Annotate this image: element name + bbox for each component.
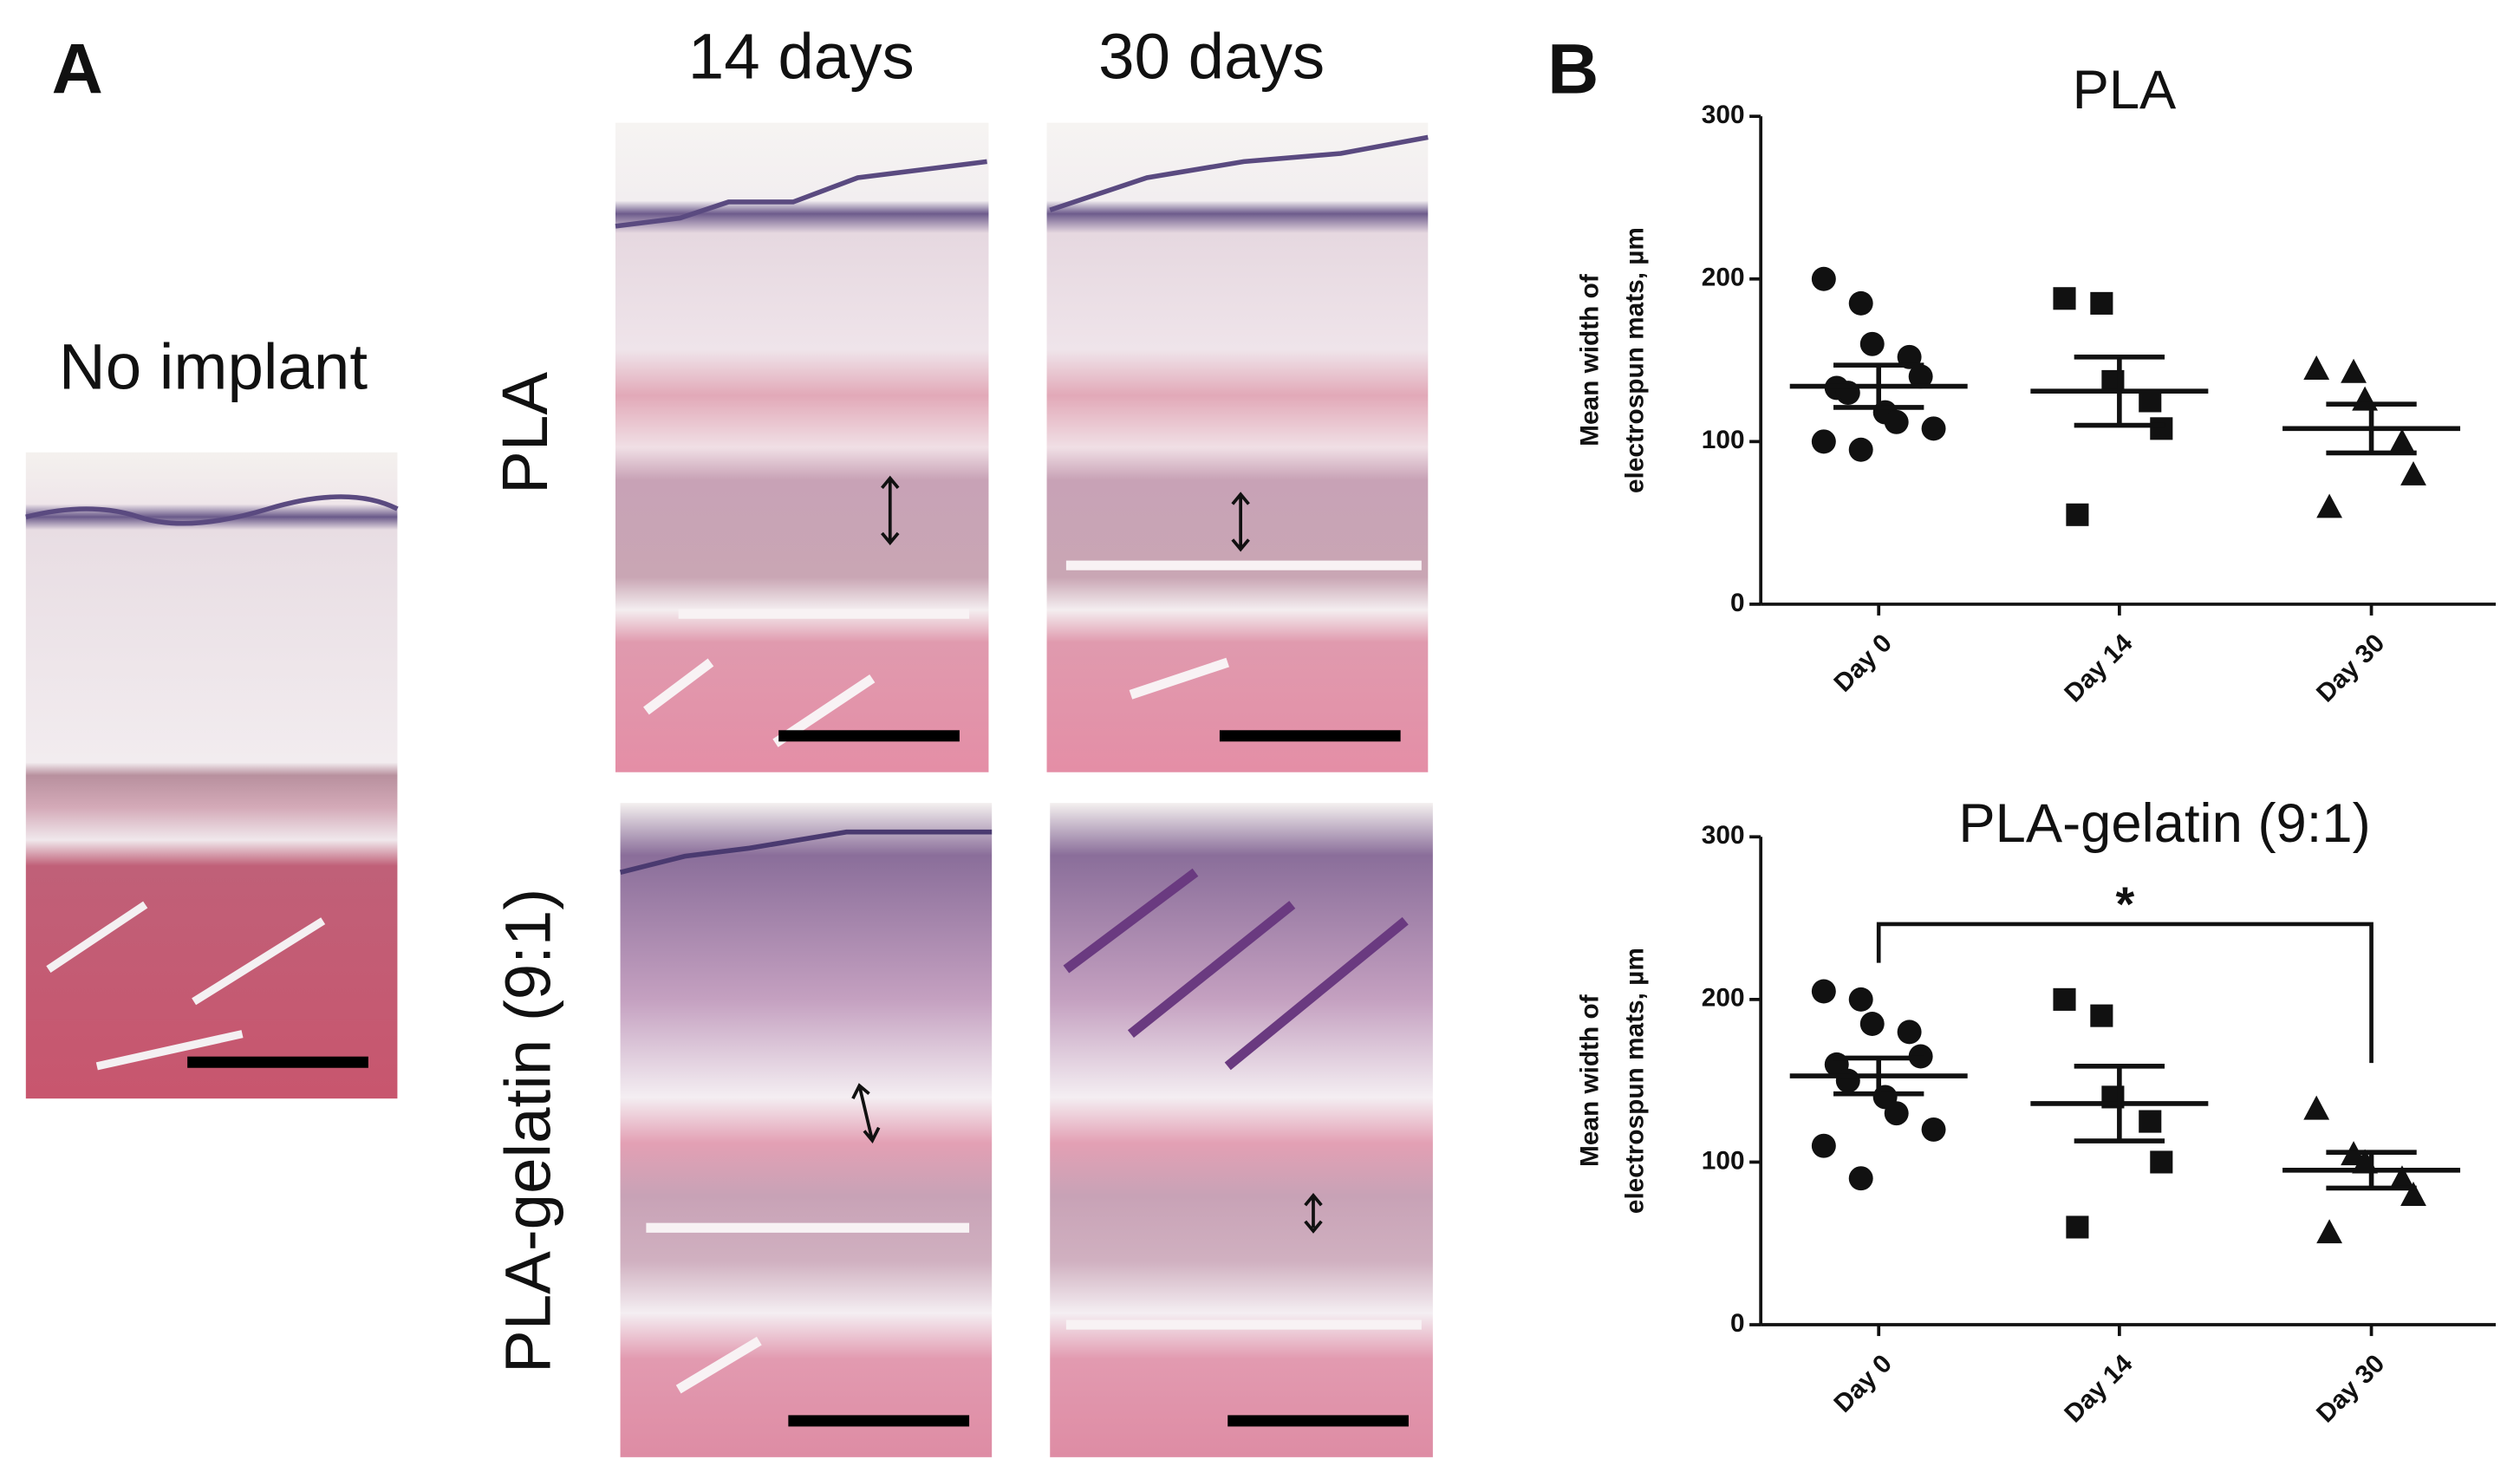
column-label: 30 days [1098, 20, 1325, 92]
data-point [1921, 1117, 1946, 1142]
data-point [2352, 386, 2379, 411]
y-tick-label: 300 [1702, 821, 1745, 850]
error-bar [1833, 1055, 1924, 1097]
data-point [1811, 429, 1836, 454]
micrograph [619, 803, 993, 1457]
micrograph [1046, 122, 1429, 772]
panel-label: A [52, 29, 103, 108]
y-axis-label: electrospun mats, µm [1621, 227, 1650, 493]
data-point [2303, 355, 2330, 380]
error-bar [2326, 401, 2417, 456]
x-tick-label: Day 14 [2059, 1349, 2139, 1429]
data-point [2139, 1110, 2162, 1133]
error-bar [2074, 355, 2165, 428]
data-point [1908, 364, 1933, 389]
annotation: * [2116, 876, 2135, 931]
chart-title: PLA-gelatin (9:1) [1958, 793, 2370, 854]
y-tick-label: 100 [1702, 426, 1745, 454]
data-point [2150, 417, 2173, 440]
data-point [1835, 1068, 1860, 1093]
row-label: PLA [489, 372, 561, 494]
data-point [1859, 1012, 1885, 1036]
y-tick-label: 200 [1702, 264, 1745, 292]
micrograph [1050, 803, 1433, 1457]
data-point [1897, 1020, 1922, 1045]
x-tick-label: Day 0 [1828, 629, 1898, 698]
y-tick-label: 0 [1730, 589, 1745, 617]
y-tick-label: 0 [1730, 1309, 1745, 1338]
data-point [2090, 291, 2113, 315]
x-tick-label: Day 30 [2311, 1349, 2390, 1428]
data-point [2303, 1095, 2330, 1120]
data-point [2150, 1150, 2173, 1174]
data-point [2316, 493, 2343, 518]
error-bar [1833, 362, 1924, 410]
data-point [2400, 460, 2426, 485]
data-point [1848, 1166, 1873, 1191]
column-label: 14 days [688, 20, 915, 92]
data-point [2053, 987, 2076, 1011]
data-point [1811, 1133, 1836, 1158]
data-point [1921, 416, 1946, 441]
data-point [1848, 437, 1873, 462]
significance-bracket [1876, 922, 2373, 1064]
micrograph [615, 122, 989, 772]
data-point [2066, 1215, 2089, 1239]
y-tick-label: 100 [1702, 1146, 1745, 1175]
error-bar [2326, 1150, 2417, 1191]
x-tick-label: Day 0 [1828, 1349, 1898, 1418]
y-axis-label: electrospun mats, µm [1621, 948, 1650, 1214]
data-point [2400, 1182, 2426, 1207]
data-point [2090, 1004, 2113, 1027]
data-point [2341, 358, 2367, 383]
chart-title: PLA [2073, 60, 2177, 121]
y-axis-label: Mean width of [1575, 994, 1604, 1167]
y-tick-label: 300 [1702, 101, 1745, 129]
error-bar [2074, 1063, 2165, 1143]
data-point [1848, 290, 1873, 316]
data-point [1884, 409, 1909, 434]
data-point [1848, 987, 1873, 1012]
micrograph [25, 452, 399, 1099]
data-point [2389, 428, 2415, 453]
data-point [2389, 1165, 2415, 1190]
data-point [1859, 331, 1885, 356]
data-point [2066, 503, 2089, 526]
y-axis-label: Mean width of [1575, 274, 1604, 446]
x-tick-label: Day 30 [2311, 629, 2390, 707]
y-tick-label: 200 [1702, 984, 1745, 1013]
x-tick-label: Day 14 [2059, 629, 2139, 708]
data-point [2316, 1219, 2343, 1244]
data-point [2053, 287, 2076, 310]
data-point [1811, 979, 1836, 1004]
row-label: PLA-gelatin (9:1) [492, 889, 564, 1373]
data-point [1811, 266, 1836, 291]
data-point [1884, 1101, 1909, 1126]
control-label: No implant [59, 330, 368, 402]
panel-label: B [1547, 29, 1599, 108]
